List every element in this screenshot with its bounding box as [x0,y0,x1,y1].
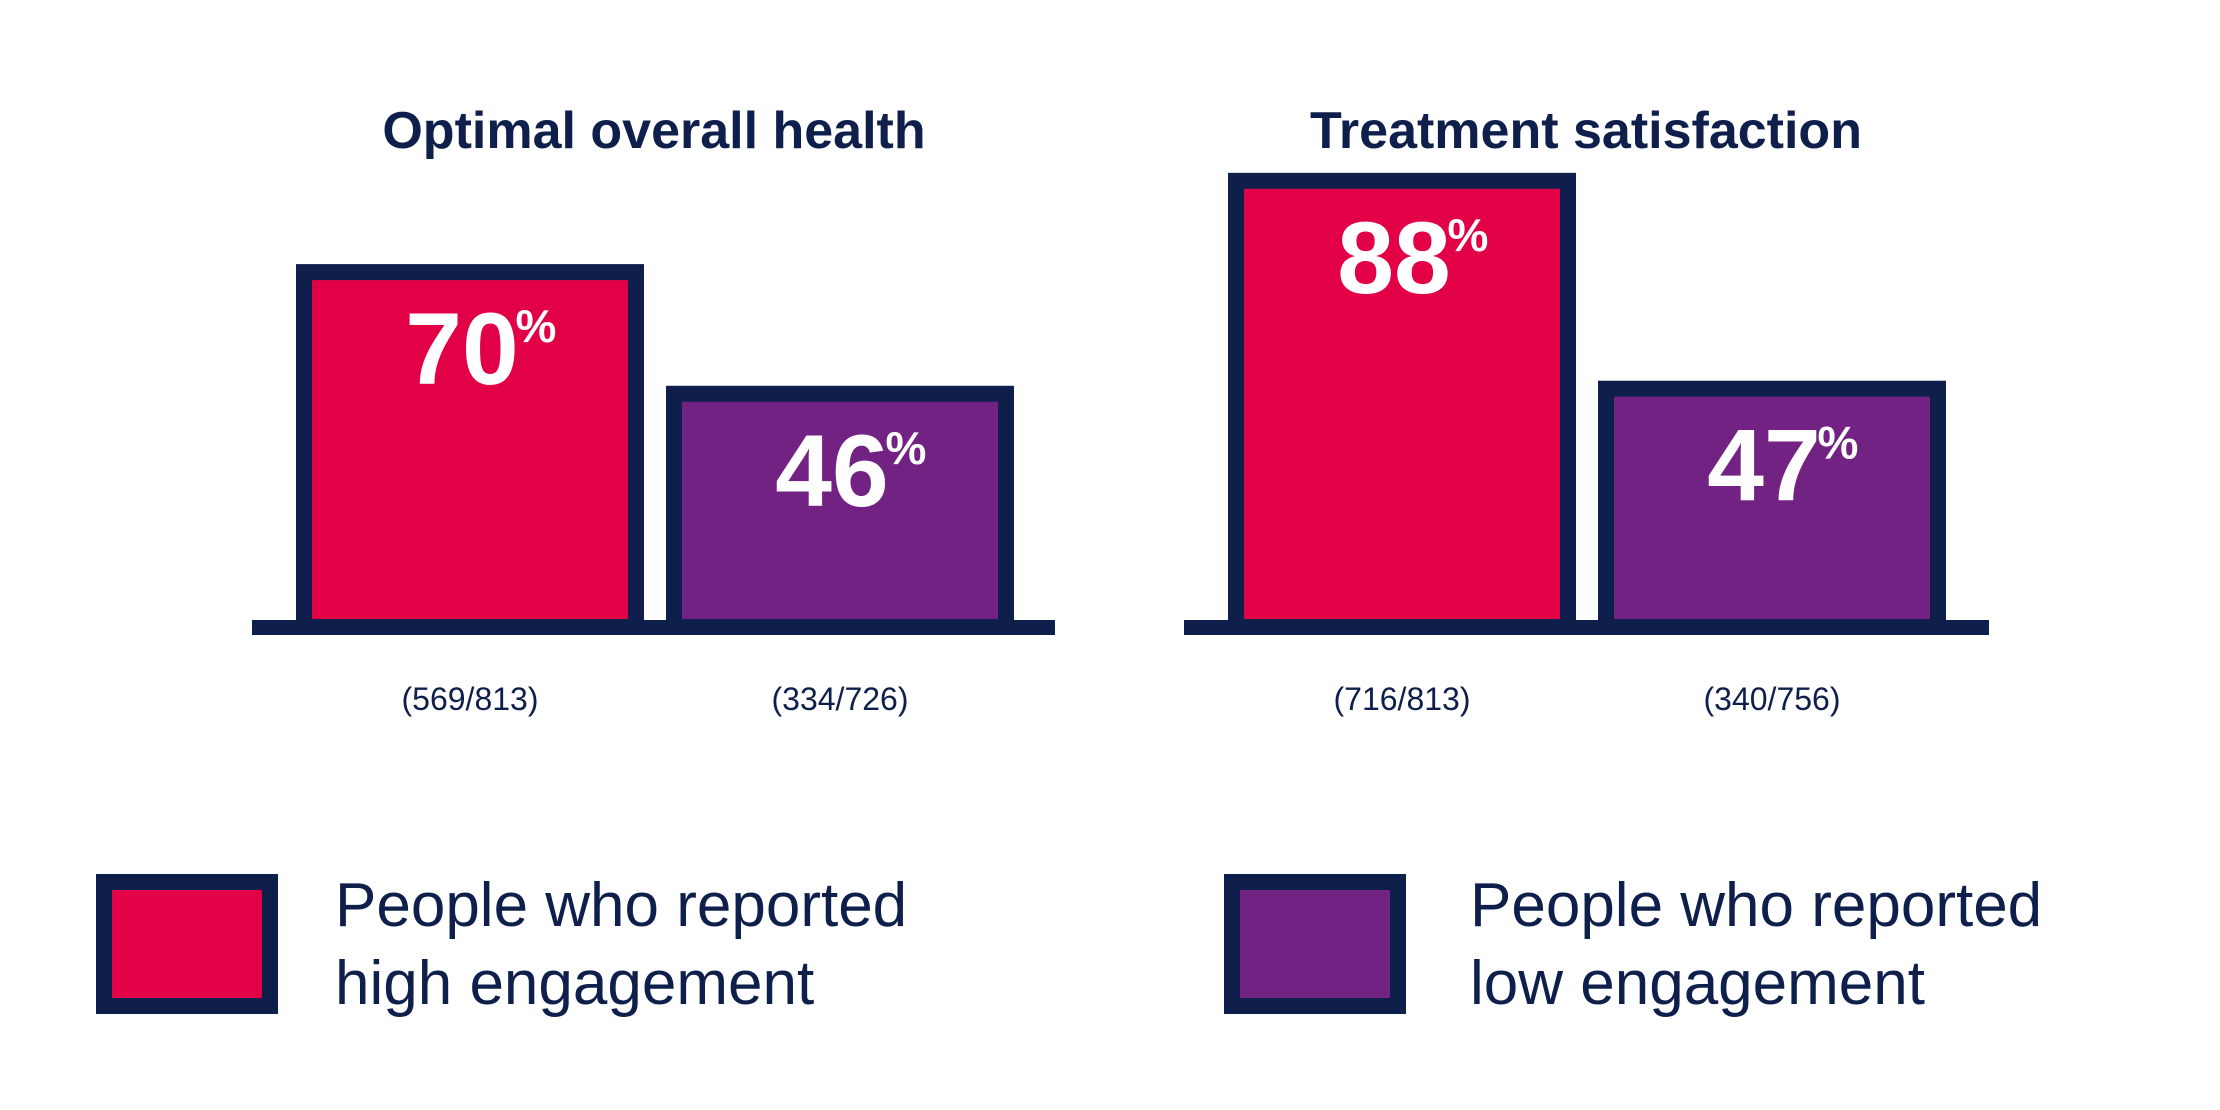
bar-value-label: 47 [1707,409,1820,523]
bar-low-engagement [1598,380,1946,635]
bar-unit-label: % [886,422,927,474]
chart-optimal-overall-health: Optimal overall health 70% (569/813) 46% (33… [252,102,1055,717]
bar-unit-label: % [516,300,557,352]
legend-label-high-line2: high engagement [335,949,814,1018]
legend-swatch-high-engagement [96,874,278,1014]
bar-count-label: (569/813) [402,681,539,717]
chart-title: Optimal overall health [382,102,925,160]
bar-count-label: (334/726) [772,681,909,717]
legend-label-low-line1: People who reported [1470,871,2042,940]
legend-swatch-low-engagement [1224,874,1406,1014]
bar-count-label: (716/813) [1334,681,1471,717]
legend: People who reported high engagement Peop… [96,871,2042,1018]
charts-layer: Optimal overall health 70% (569/813) 46% (33… [252,102,1989,717]
legend-item-high-engagement: People who reported high engagement [96,871,907,1018]
baseline [1184,620,1989,635]
bar-count-label: (340/756) [1704,681,1841,717]
bar-unit-label: % [1818,417,1859,469]
chart-title: Treatment satisfaction [1310,102,1862,160]
chart-treatment-satisfaction: Treatment satisfaction 88% (716/813) 47% (34… [1184,102,1989,717]
legend-label-high-line1: People who reported [335,871,907,940]
legend-label-low-line2: low engagement [1470,949,1925,1018]
bar-unit-label: % [1448,209,1489,261]
legend-item-low-engagement: People who reported low engagement [1224,871,2042,1018]
bar-value-label: 70 [405,292,518,406]
bar-value-label: 88 [1337,201,1450,315]
baseline [252,620,1055,635]
bar-value-label: 46 [775,414,888,528]
